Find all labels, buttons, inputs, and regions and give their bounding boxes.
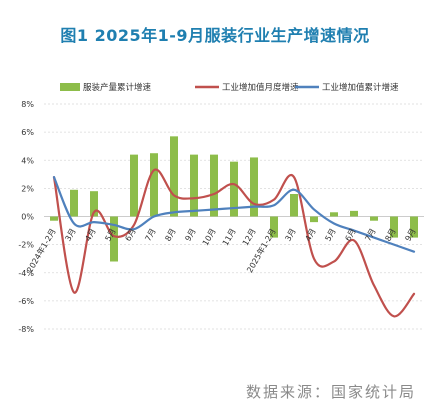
x-tick-label: 7月 bbox=[143, 227, 157, 243]
bar bbox=[90, 191, 98, 217]
x-tick-label: 4月 bbox=[83, 227, 97, 243]
cumulative-growth-line bbox=[52, 176, 416, 253]
x-tick-label: 3月 bbox=[283, 227, 297, 243]
bar bbox=[330, 212, 338, 217]
x-tick-label: 12月 bbox=[241, 227, 258, 247]
y-tick-label: -4% bbox=[18, 269, 34, 278]
bar bbox=[410, 216, 418, 238]
chart-title: 图1 2025年1-9月服装行业生产增速情况 bbox=[60, 26, 370, 45]
legend-label: 工业增加值累计增速 bbox=[322, 82, 399, 93]
bar bbox=[50, 216, 58, 221]
x-tick-label: 5月 bbox=[323, 227, 337, 243]
data-source: 数据来源：国家统计局 bbox=[245, 383, 416, 401]
y-tick-label: -8% bbox=[18, 325, 34, 334]
y-tick-label: 0% bbox=[21, 213, 34, 222]
bar bbox=[210, 154, 218, 217]
bar bbox=[350, 210, 358, 217]
x-tick-label: 9月 bbox=[183, 227, 197, 243]
x-tick-label: 11月 bbox=[221, 227, 238, 247]
legend-label: 服装产量累计增速 bbox=[83, 82, 152, 93]
legend-swatch-bar bbox=[60, 83, 80, 91]
y-tick-label: 8% bbox=[21, 100, 34, 109]
y-tick-label: -6% bbox=[18, 297, 34, 306]
bar bbox=[270, 216, 278, 238]
y-tick-label: 2% bbox=[21, 184, 34, 193]
bar bbox=[70, 189, 78, 217]
bar bbox=[130, 154, 138, 217]
legend-label: 工业增加值月度增速 bbox=[222, 82, 299, 93]
bar bbox=[310, 216, 318, 223]
x-tick-label: 8月 bbox=[163, 227, 177, 243]
y-tick-label: 4% bbox=[21, 156, 34, 165]
bar bbox=[170, 136, 178, 217]
bar bbox=[190, 154, 198, 217]
bar bbox=[390, 216, 398, 238]
bar bbox=[370, 216, 378, 221]
x-tick-label: 2024年1-2月 bbox=[24, 227, 57, 275]
y-tick-label: 6% bbox=[21, 128, 34, 137]
x-tick-label: 3月 bbox=[63, 227, 77, 243]
y-tick-label: -2% bbox=[18, 241, 34, 250]
bar bbox=[250, 157, 258, 217]
bar bbox=[230, 161, 238, 217]
x-tick-label: 7月 bbox=[363, 227, 377, 243]
bar bbox=[110, 216, 118, 262]
bar bbox=[290, 194, 298, 217]
bar bbox=[150, 153, 158, 217]
x-tick-label: 10月 bbox=[201, 227, 218, 247]
monthly-growth-line bbox=[52, 168, 416, 318]
